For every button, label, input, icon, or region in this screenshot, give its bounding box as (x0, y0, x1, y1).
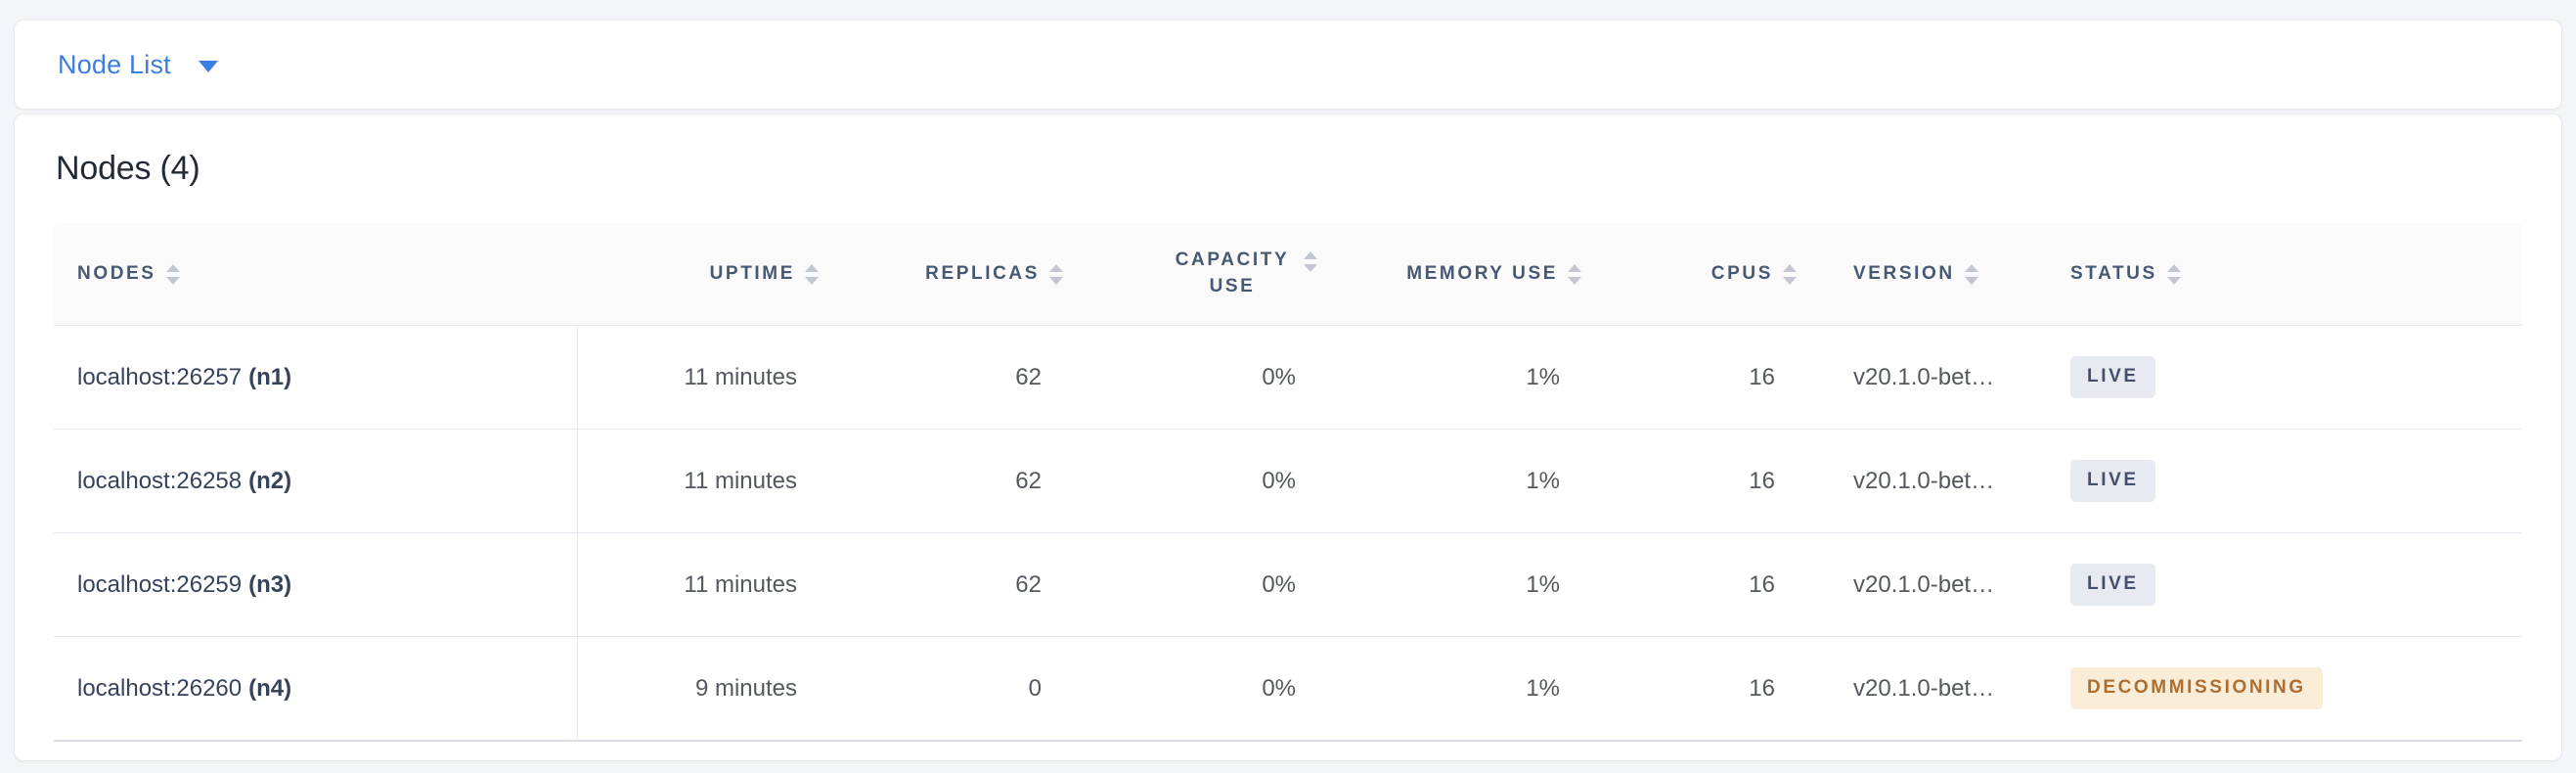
chevron-down-icon (198, 60, 218, 72)
cell-replicas: 62 (1015, 467, 1042, 494)
cell-node-address: localhost:26257 (n1) (54, 326, 578, 429)
node-table: NODES UPTIME REPLICAS CAPACITY USE MEMOR… (54, 223, 2522, 742)
cell-uptime: 9 minutes (694, 674, 797, 702)
cell-capacity-use: 0% (1262, 467, 1296, 494)
sort-icon (1783, 263, 1797, 285)
page-title: Nodes (4) (56, 150, 200, 187)
column-header-version[interactable]: VERSION (1800, 223, 2063, 325)
cell-uptime: 11 minutes (684, 467, 797, 494)
sort-icon (805, 263, 819, 285)
cell-status: LIVE (2063, 533, 2522, 636)
node-row: localhost:26258 (n2) 11 minutes 62 0% 1% … (54, 430, 2522, 533)
sort-icon (165, 263, 180, 285)
cell-memory-use: 1% (1526, 467, 1560, 494)
cell-replicas: 0 (1028, 674, 1042, 702)
column-header-capacity[interactable]: CAPACITY USE (1067, 223, 1321, 325)
node-list-dropdown[interactable]: Node List (58, 50, 218, 80)
status-badge: LIVE (2070, 460, 2155, 502)
cell-cpus: 16 (1749, 570, 1775, 598)
table-body: localhost:26257 (n1) 11 minutes 62 0% 1% … (54, 326, 2522, 742)
cell-capacity-use: 0% (1262, 674, 1296, 702)
node-row: localhost:26260 (n4) 9 minutes 0 0% 1% 16… (54, 637, 2522, 742)
sort-icon (1304, 250, 1317, 272)
cell-version: v20.1.0-bet… (1853, 363, 1995, 390)
cell-uptime: 11 minutes (684, 570, 797, 598)
cell-cpus: 16 (1749, 363, 1775, 390)
column-header-status[interactable]: STATUS (2063, 223, 2522, 325)
sort-icon (1568, 263, 1581, 285)
cell-version: v20.1.0-bet… (1853, 467, 1995, 494)
status-badge: LIVE (2070, 356, 2155, 398)
cell-status: LIVE (2063, 326, 2522, 429)
node-list-dropdown-label: Node List (58, 49, 171, 79)
table-header-row: NODES UPTIME REPLICAS CAPACITY USE MEMOR… (54, 223, 2522, 326)
status-badge: DECOMMISSIONING (2070, 667, 2323, 709)
cell-capacity-use: 0% (1262, 363, 1296, 390)
cell-replicas: 62 (1015, 363, 1042, 390)
view-selector-card: Node List (14, 20, 2562, 110)
column-header-replicas[interactable]: REPLICAS (822, 223, 1067, 325)
cell-node-address: localhost:26258 (n2) (54, 430, 578, 532)
column-header-cpus[interactable]: CPUS (1585, 223, 1800, 325)
cell-status: LIVE (2063, 430, 2522, 532)
sort-icon (1964, 263, 1978, 285)
cell-cpus: 16 (1749, 467, 1775, 494)
cell-replicas: 62 (1015, 570, 1042, 598)
cell-version: v20.1.0-bet… (1853, 674, 1995, 702)
node-row: localhost:26259 (n3) 11 minutes 62 0% 1% … (54, 533, 2522, 637)
column-header-nodes[interactable]: NODES (54, 223, 578, 325)
cell-node-address: localhost:26260 (n4) (54, 637, 578, 740)
cell-memory-use: 1% (1526, 363, 1560, 390)
cell-capacity-use: 0% (1262, 570, 1296, 598)
node-row: localhost:26257 (n1) 11 minutes 62 0% 1% … (54, 326, 2522, 430)
cell-cpus: 16 (1749, 674, 1775, 702)
cell-status: DECOMMISSIONING (2063, 637, 2522, 740)
cell-node-address: localhost:26259 (n3) (54, 533, 578, 636)
cell-uptime: 11 minutes (684, 363, 797, 390)
status-badge: LIVE (2070, 564, 2155, 606)
column-header-memory[interactable]: MEMORY USE (1321, 223, 1585, 325)
cell-memory-use: 1% (1526, 570, 1560, 598)
cell-version: v20.1.0-bet… (1853, 570, 1995, 598)
nodes-panel: Nodes (4) NODES UPTIME REPLICAS CAPACITY… (14, 114, 2562, 761)
sort-icon (2166, 263, 2181, 285)
column-header-uptime[interactable]: UPTIME (578, 223, 822, 325)
cell-memory-use: 1% (1526, 674, 1560, 702)
sort-icon (1049, 263, 1063, 285)
